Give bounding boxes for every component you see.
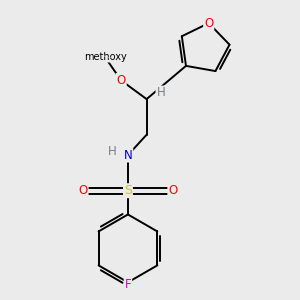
Text: methoxy: methoxy xyxy=(106,57,112,58)
Text: O: O xyxy=(116,74,126,87)
Text: methoxy: methoxy xyxy=(103,56,109,57)
Text: N: N xyxy=(124,148,132,162)
Text: methoxy: methoxy xyxy=(106,57,112,58)
Text: F: F xyxy=(124,278,131,290)
Text: S: S xyxy=(124,184,132,197)
Text: methoxy: methoxy xyxy=(101,54,107,56)
Text: O: O xyxy=(204,16,213,30)
Text: methoxy: methoxy xyxy=(103,56,109,57)
Text: O: O xyxy=(168,184,178,197)
Text: H: H xyxy=(157,86,165,100)
Text: methoxy: methoxy xyxy=(85,52,127,62)
Text: O: O xyxy=(78,184,87,197)
Text: H: H xyxy=(108,145,117,158)
